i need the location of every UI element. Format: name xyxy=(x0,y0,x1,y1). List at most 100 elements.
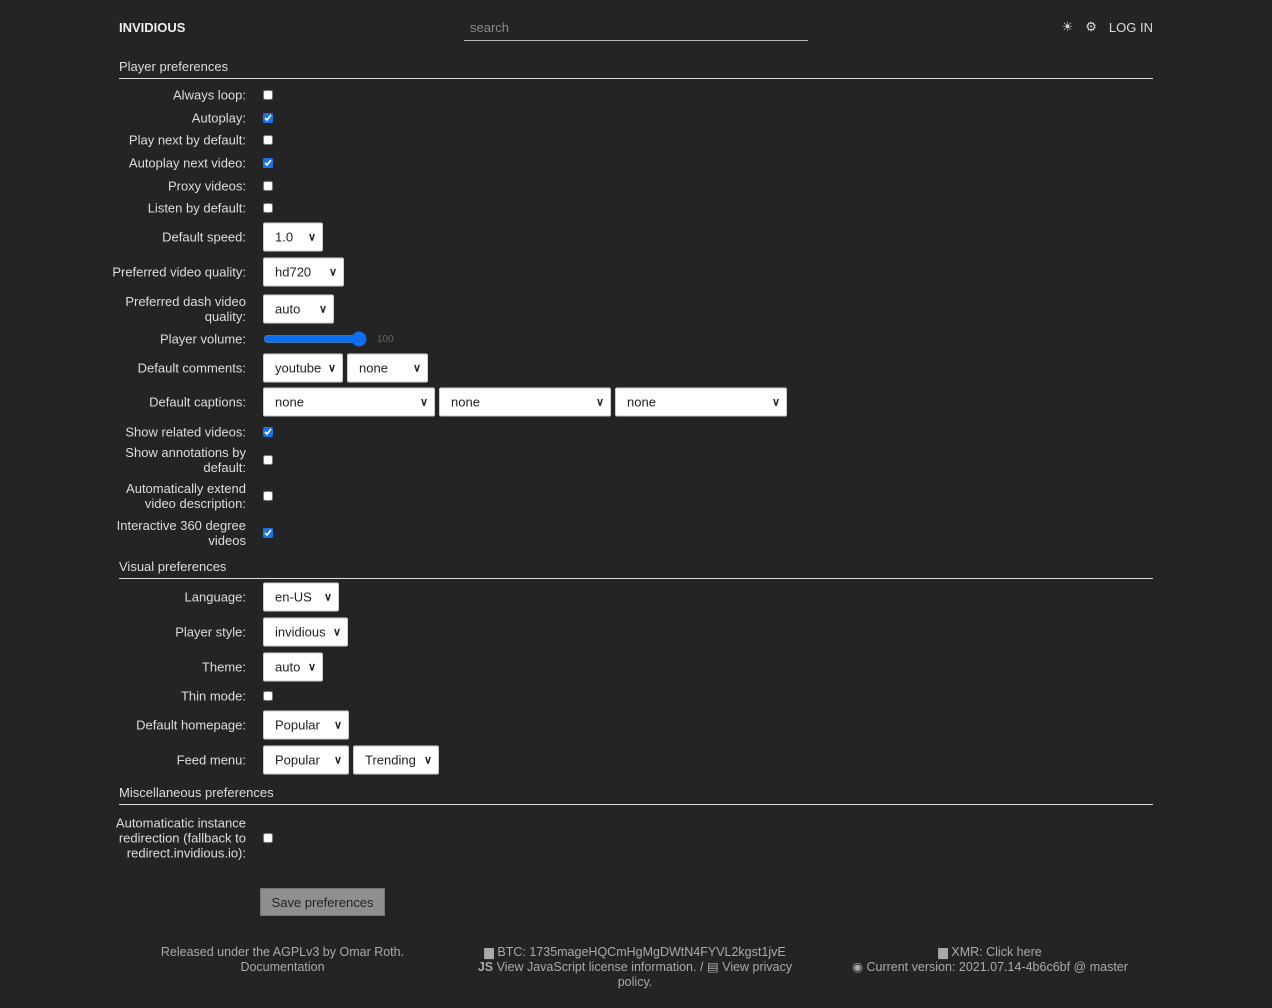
sun-icon[interactable]: ☀ xyxy=(1061,19,1074,34)
preference-checkbox[interactable] xyxy=(263,491,273,501)
preference-control: none ∨ none ∨ none ∨ xyxy=(263,387,787,417)
search-input[interactable] xyxy=(464,15,808,41)
login-link[interactable]: LOG IN xyxy=(1108,19,1153,35)
privacy-link[interactable]: View privacy policy. xyxy=(617,960,793,989)
save-preferences-button[interactable]: Save preferences xyxy=(260,888,385,916)
preference-control xyxy=(263,455,273,465)
preference-label: Automaticatic instance redirection (fall… xyxy=(115,815,246,861)
chevron-down-icon: ∨ xyxy=(332,626,341,639)
preference-control xyxy=(263,181,273,191)
preference-checkbox[interactable] xyxy=(263,135,273,145)
volume-slider[interactable] xyxy=(263,332,367,346)
chevron-down-icon: ∨ xyxy=(328,266,337,279)
footer-left: Released under the AGPLv3 by Omar Roth. … xyxy=(150,945,415,975)
wallet-icon: ▆ xyxy=(484,945,498,959)
preference-select[interactable]: youtube ∨ xyxy=(263,353,343,383)
selected-option: 1.0 xyxy=(275,229,294,245)
chevron-down-icon: ∨ xyxy=(327,362,336,375)
brand-logo[interactable]: INVIDIOUS xyxy=(119,20,186,35)
top-nav: ☀ ⚙ LOG IN xyxy=(1062,19,1153,35)
preference-label: Show related videos: xyxy=(125,424,246,440)
preference-checkbox[interactable] xyxy=(263,427,273,437)
section-title: Visual preferences xyxy=(119,559,1153,579)
selected-option: en-US xyxy=(275,589,312,605)
preference-control xyxy=(263,135,273,145)
preference-checkbox[interactable] xyxy=(263,90,273,100)
preference-label: Feed menu: xyxy=(176,752,246,768)
preference-select[interactable]: invidious ∨ xyxy=(263,617,348,647)
chevron-down-icon: ∨ xyxy=(412,362,421,375)
preference-control: en-US ∨ xyxy=(263,582,339,612)
preference-control: auto ∨ xyxy=(263,652,323,682)
preference-select[interactable]: none ∨ xyxy=(439,387,611,417)
preference-select[interactable]: Popular ∨ xyxy=(263,710,349,740)
preference-checkbox[interactable] xyxy=(263,181,273,191)
preference-label: Default homepage: xyxy=(136,717,246,733)
js-license-link[interactable]: View JavaScript license information. xyxy=(496,960,697,974)
preference-control xyxy=(263,691,273,701)
preference-checkbox[interactable] xyxy=(263,113,273,123)
chevron-down-icon: ∨ xyxy=(423,754,432,767)
preference-control xyxy=(263,427,273,437)
chevron-down-icon: ∨ xyxy=(595,396,604,409)
preference-select[interactable]: none ∨ xyxy=(263,387,435,417)
preference-label: Theme: xyxy=(201,659,246,675)
preference-select[interactable]: Popular ∨ xyxy=(263,745,349,775)
selected-option: none xyxy=(451,394,480,410)
preference-checkbox[interactable] xyxy=(263,203,273,213)
volume-value: 100 xyxy=(377,333,394,345)
preference-control: hd720 ∨ xyxy=(263,257,344,287)
preference-control xyxy=(263,113,273,123)
wallet-icon: ▆ xyxy=(938,945,952,959)
preference-checkbox[interactable] xyxy=(263,691,273,701)
preference-select[interactable]: 1.0 ∨ xyxy=(263,222,323,252)
preference-label: Default captions: xyxy=(149,394,246,410)
documentation-link[interactable]: Documentation xyxy=(240,960,325,974)
gear-icon[interactable]: ⚙ xyxy=(1085,19,1097,34)
selected-option: hd720 xyxy=(275,264,312,280)
preference-select[interactable]: Trending ∨ xyxy=(353,745,439,775)
preference-label: Listen by default: xyxy=(147,200,246,216)
chevron-down-icon: ∨ xyxy=(333,719,342,732)
chevron-down-icon: ∨ xyxy=(307,661,316,674)
license-text: Released under the AGPLv3 by Omar Roth. xyxy=(160,945,405,959)
selected-option: Trending xyxy=(365,752,416,768)
preference-control xyxy=(263,491,273,501)
preference-checkbox[interactable] xyxy=(263,528,273,538)
xmr-link[interactable]: XMR: Click here xyxy=(951,945,1042,959)
preference-label: Autoplay: xyxy=(191,110,246,126)
preference-select[interactable]: en-US ∨ xyxy=(263,582,339,612)
preference-select[interactable]: hd720 ∨ xyxy=(263,257,344,287)
section-title: Miscellaneous preferences xyxy=(119,785,1153,805)
chevron-down-icon: ∨ xyxy=(419,396,428,409)
preference-control: 100 xyxy=(263,332,394,346)
preference-control: Popular ∨ Trending ∨ xyxy=(263,745,439,775)
preference-control xyxy=(263,158,273,168)
selected-option: Popular xyxy=(275,752,320,768)
preference-label: Player volume: xyxy=(160,331,246,347)
preference-control xyxy=(263,833,273,843)
preference-select[interactable]: none ∨ xyxy=(615,387,787,417)
chevron-down-icon: ∨ xyxy=(323,591,332,604)
chevron-down-icon: ∨ xyxy=(771,396,780,409)
preference-label: Language: xyxy=(184,589,246,605)
preference-label: Player style: xyxy=(175,624,246,640)
selected-option: auto xyxy=(275,659,301,675)
preference-select[interactable]: auto ∨ xyxy=(263,652,323,682)
version-text: Current version: 2021.07.14-4b6c6bf @ ma… xyxy=(866,960,1128,974)
preference-checkbox[interactable] xyxy=(263,158,273,168)
preference-label: Default speed: xyxy=(162,229,246,245)
preference-select[interactable]: none ∨ xyxy=(347,353,428,383)
selected-option: youtube xyxy=(275,360,322,376)
preference-checkbox[interactable] xyxy=(263,833,273,843)
preference-checkbox[interactable] xyxy=(263,455,273,465)
preference-label: Show annotations by default: xyxy=(125,445,246,475)
preference-control xyxy=(263,203,273,213)
preference-control: 1.0 ∨ xyxy=(263,222,323,252)
preference-label: Automatically extend video description: xyxy=(126,481,246,511)
selected-option: none xyxy=(275,394,304,410)
chevron-down-icon: ∨ xyxy=(333,754,342,767)
preference-control xyxy=(263,528,273,538)
preference-select[interactable]: auto ∨ xyxy=(263,294,334,324)
preference-control: invidious ∨ xyxy=(263,617,348,647)
